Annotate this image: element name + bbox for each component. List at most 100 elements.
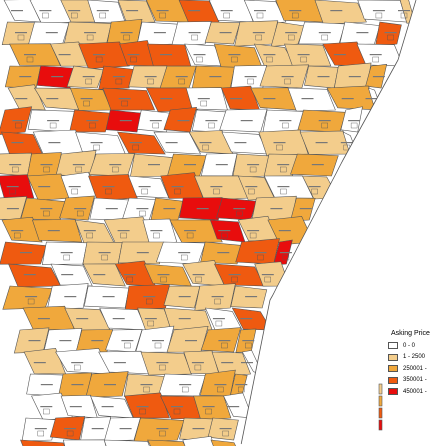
region-count-box xyxy=(282,254,290,261)
region-label-mark xyxy=(184,164,196,166)
region-count-box xyxy=(173,408,181,415)
region-count-box xyxy=(159,364,166,371)
region-label-mark xyxy=(277,164,290,166)
region-label-mark xyxy=(192,274,205,276)
legend-swatch xyxy=(388,353,398,361)
region-count-box xyxy=(238,386,245,393)
region-label-mark xyxy=(136,252,149,254)
region-count-box xyxy=(130,56,137,63)
region-count-box xyxy=(191,34,198,41)
region-label-mark xyxy=(254,10,266,12)
map-region xyxy=(314,0,367,25)
region-label-mark xyxy=(153,32,166,34)
region-label-mark xyxy=(59,340,72,342)
region-label-mark xyxy=(179,384,192,386)
region-label-mark xyxy=(242,340,255,342)
region-label-mark xyxy=(117,230,130,232)
region-count-box xyxy=(153,232,160,239)
region-label-mark xyxy=(197,98,210,100)
region-count-box xyxy=(15,122,22,129)
region-label-mark xyxy=(263,54,276,56)
region-label-mark xyxy=(202,406,215,408)
region-label-mark xyxy=(261,274,274,276)
region-label-mark xyxy=(188,32,201,34)
region-label-mark xyxy=(235,384,248,386)
region-count-box xyxy=(141,188,148,195)
region-count-box xyxy=(284,78,291,85)
map-region xyxy=(211,351,252,377)
region-count-box xyxy=(132,144,140,151)
region-label-mark xyxy=(120,32,133,34)
region-label-mark xyxy=(72,164,85,166)
region-count-box xyxy=(264,276,271,283)
region-label-mark xyxy=(136,208,149,210)
region-label-mark xyxy=(84,32,97,34)
region-label-mark xyxy=(270,208,283,210)
region-count-box xyxy=(247,78,254,85)
region-count-box xyxy=(236,210,243,217)
region-label-mark xyxy=(138,186,151,188)
map-region xyxy=(232,153,270,179)
region-count-box xyxy=(214,298,221,305)
region-count-box xyxy=(221,342,228,349)
region-count-box xyxy=(115,78,123,85)
map-region xyxy=(234,20,279,47)
region-count-box xyxy=(217,386,224,393)
map-region xyxy=(27,21,70,46)
map-legend: Asking Price 0 - 0 1 - 2500 250001 - 350… xyxy=(388,330,446,398)
region-label-mark xyxy=(228,274,241,276)
legend-item-4: 450001 - xyxy=(388,386,446,398)
region-label-mark xyxy=(178,252,191,254)
region-label-mark xyxy=(372,76,385,78)
legend-title: Asking Price xyxy=(391,330,430,337)
map-region xyxy=(290,197,316,222)
region-count-box xyxy=(70,12,78,19)
region-count-box xyxy=(89,122,96,129)
map-region xyxy=(340,106,363,133)
region-label-mark xyxy=(64,428,77,430)
region-label-mark xyxy=(11,230,24,232)
region-label-mark xyxy=(185,340,197,342)
region-count-box xyxy=(76,210,84,217)
map-region xyxy=(182,435,215,446)
map-region xyxy=(140,351,193,376)
region-label-mark xyxy=(86,120,99,122)
region-label-mark xyxy=(127,54,140,56)
region-count-box xyxy=(49,122,57,129)
region-label-mark xyxy=(178,296,191,298)
region-label-mark xyxy=(112,318,125,320)
map-region xyxy=(1,216,43,243)
region-label-mark xyxy=(277,186,290,188)
region-label-mark xyxy=(150,230,163,232)
region-label-mark xyxy=(178,318,191,320)
region-count-box xyxy=(256,12,264,19)
region-count-box xyxy=(350,122,358,129)
region-label-mark xyxy=(219,428,232,430)
region-count-box xyxy=(321,122,328,129)
region-label-mark xyxy=(219,32,232,34)
region-count-box xyxy=(152,122,160,129)
region-label-mark xyxy=(83,230,96,232)
region-count-box xyxy=(139,408,146,415)
region-count-box xyxy=(13,232,21,239)
region-label-mark xyxy=(330,10,343,12)
region-label-mark xyxy=(196,208,209,210)
region-label-mark xyxy=(93,54,106,56)
region-label-mark xyxy=(234,142,247,144)
region-label-mark xyxy=(149,120,162,122)
legend-label: 450001 - xyxy=(403,388,427,395)
region-count-box xyxy=(208,122,215,129)
region-label-mark xyxy=(6,186,19,188)
region-label-mark xyxy=(90,142,103,144)
region-count-box xyxy=(66,430,74,437)
region-count-box xyxy=(120,232,127,239)
region-label-mark xyxy=(318,32,331,34)
region-label-mark xyxy=(233,208,246,210)
region-count-box xyxy=(321,34,328,41)
map-region xyxy=(287,87,336,112)
region-label-mark xyxy=(102,186,115,188)
region-count-box xyxy=(400,12,408,19)
region-label-mark xyxy=(91,340,104,342)
region-label-mark xyxy=(241,362,253,364)
region-label-mark xyxy=(40,208,53,210)
